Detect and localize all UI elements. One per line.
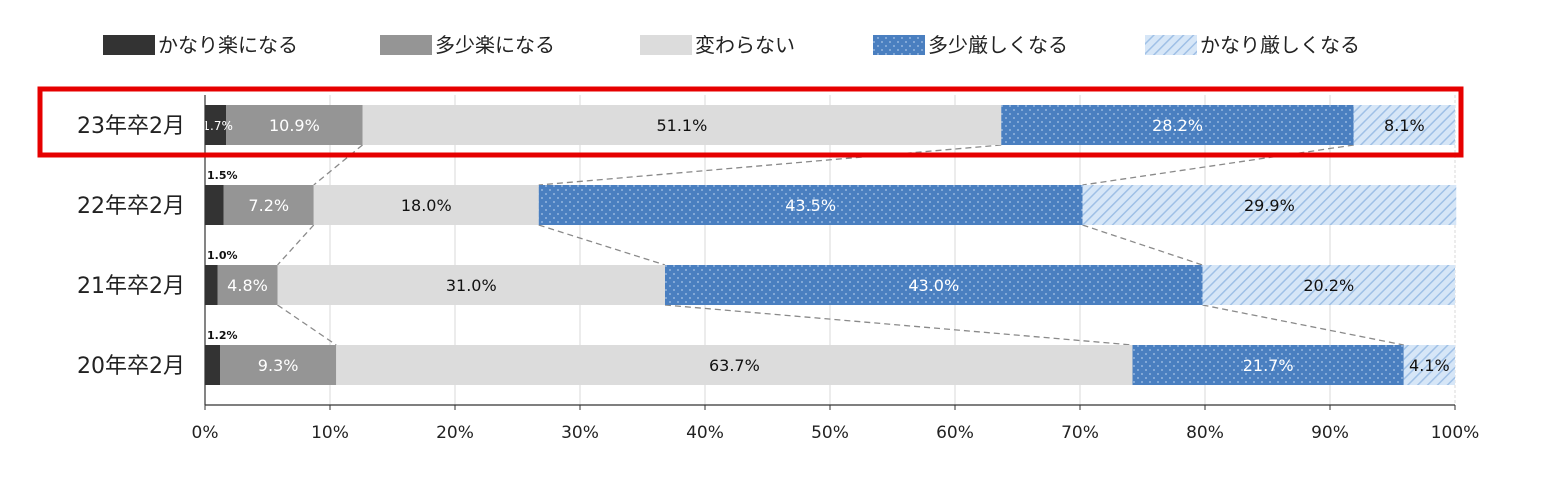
data-label: 51.1% bbox=[656, 116, 707, 135]
bar-segment bbox=[313, 185, 539, 225]
data-label: 1.2% bbox=[207, 329, 238, 342]
data-label: 18.0% bbox=[401, 196, 452, 215]
tick-label: 100% bbox=[1431, 423, 1480, 443]
data-label: 29.9% bbox=[1244, 196, 1295, 215]
bar-segment bbox=[220, 345, 337, 385]
category-label: 22年卒2月 bbox=[77, 194, 185, 219]
tick-label: 30% bbox=[561, 423, 599, 443]
data-label: 31.0% bbox=[446, 276, 497, 295]
tick-label: 80% bbox=[1186, 423, 1224, 443]
bar-segment bbox=[217, 265, 278, 305]
bar-segment bbox=[665, 265, 1203, 305]
highlight-box bbox=[37, 86, 1464, 158]
connector-lines bbox=[277, 144, 1404, 346]
data-label: 43.5% bbox=[785, 196, 836, 215]
tick-label: 60% bbox=[936, 423, 974, 443]
legend-swatch bbox=[1145, 35, 1197, 55]
data-label: 4.8% bbox=[227, 276, 268, 295]
bar-segment bbox=[205, 185, 224, 225]
connector-line bbox=[1082, 224, 1203, 266]
x-axis: 0% 10% 20% 30% 40% 50% 60% 70% 80% 90% 100% bbox=[192, 95, 1480, 443]
legend-label: かなり楽になる bbox=[158, 33, 298, 57]
bar-segment bbox=[1403, 345, 1455, 385]
bar-segment bbox=[538, 185, 1083, 225]
bar-segment bbox=[277, 265, 665, 305]
category-label: 20年卒2月 bbox=[77, 354, 185, 379]
connector-line bbox=[313, 144, 363, 186]
data-label: 9.3% bbox=[258, 356, 299, 375]
bar-segment bbox=[1001, 105, 1354, 145]
category-label: 21年卒2月 bbox=[77, 274, 185, 299]
connector-line bbox=[277, 304, 337, 346]
connector-line bbox=[538, 224, 666, 266]
legend-label: 多少厳しくなる bbox=[928, 33, 1068, 57]
bar-segment bbox=[205, 265, 218, 305]
tick-label: 90% bbox=[1311, 423, 1349, 443]
tick-label: 50% bbox=[811, 423, 849, 443]
connector-line bbox=[664, 304, 1133, 346]
legend-label: 変わらない bbox=[695, 33, 795, 57]
legend-label: かなり厳しくなる bbox=[1200, 33, 1360, 57]
data-label: 7.2% bbox=[248, 196, 289, 215]
category-label: 23年卒2月 bbox=[77, 114, 185, 139]
legend-swatch bbox=[873, 35, 925, 55]
legend-swatch bbox=[640, 35, 692, 55]
connector-line bbox=[1082, 144, 1354, 186]
data-label: 63.7% bbox=[709, 356, 760, 375]
data-label: 1.0% bbox=[207, 249, 238, 262]
legend-swatch bbox=[103, 35, 155, 55]
tick-label: 10% bbox=[311, 423, 349, 443]
gridlines bbox=[329, 95, 1456, 405]
data-label: 4.1% bbox=[1409, 356, 1450, 375]
tick-label: 40% bbox=[686, 423, 724, 443]
highlight-rectangle bbox=[37, 86, 1464, 158]
connector-line bbox=[538, 144, 1002, 186]
data-label: 10.9% bbox=[269, 116, 320, 135]
bar-segment bbox=[1353, 105, 1455, 145]
data-label: 1.5% bbox=[207, 169, 238, 182]
legend-label: 多少楽になる bbox=[435, 33, 555, 57]
tick-label: 70% bbox=[1061, 423, 1099, 443]
tick-label: 0% bbox=[192, 423, 219, 443]
data-label: 1.7% bbox=[202, 119, 233, 133]
data-label: 8.1% bbox=[1384, 116, 1425, 135]
bar-segment bbox=[205, 345, 220, 385]
bar-segment bbox=[336, 345, 1133, 385]
bar-segment bbox=[223, 185, 314, 225]
bar-segment bbox=[226, 105, 363, 145]
bar-segment bbox=[1082, 185, 1457, 225]
legend-swatch bbox=[380, 35, 432, 55]
data-label: 21.7% bbox=[1243, 356, 1294, 375]
connector-line bbox=[1202, 304, 1404, 346]
data-label: 28.2% bbox=[1152, 116, 1203, 135]
connector-line bbox=[277, 224, 315, 266]
legend: かなり楽になる 多少楽になる 変わらない 多少厳しくなる かなり厳しくなる bbox=[103, 33, 1360, 57]
data-label: 43.0% bbox=[908, 276, 959, 295]
bar-segment bbox=[1132, 345, 1404, 385]
bar-segment bbox=[205, 105, 227, 145]
data-label: 20.2% bbox=[1303, 276, 1354, 295]
tick-label: 20% bbox=[436, 423, 474, 443]
bar-segment bbox=[362, 105, 1002, 145]
bars: 23年卒2月 1.7% 10.9% 51.1% 28.2% 8.1% 22年卒2月 1.5% 7… bbox=[77, 105, 1457, 385]
bar-segment bbox=[1202, 265, 1455, 305]
